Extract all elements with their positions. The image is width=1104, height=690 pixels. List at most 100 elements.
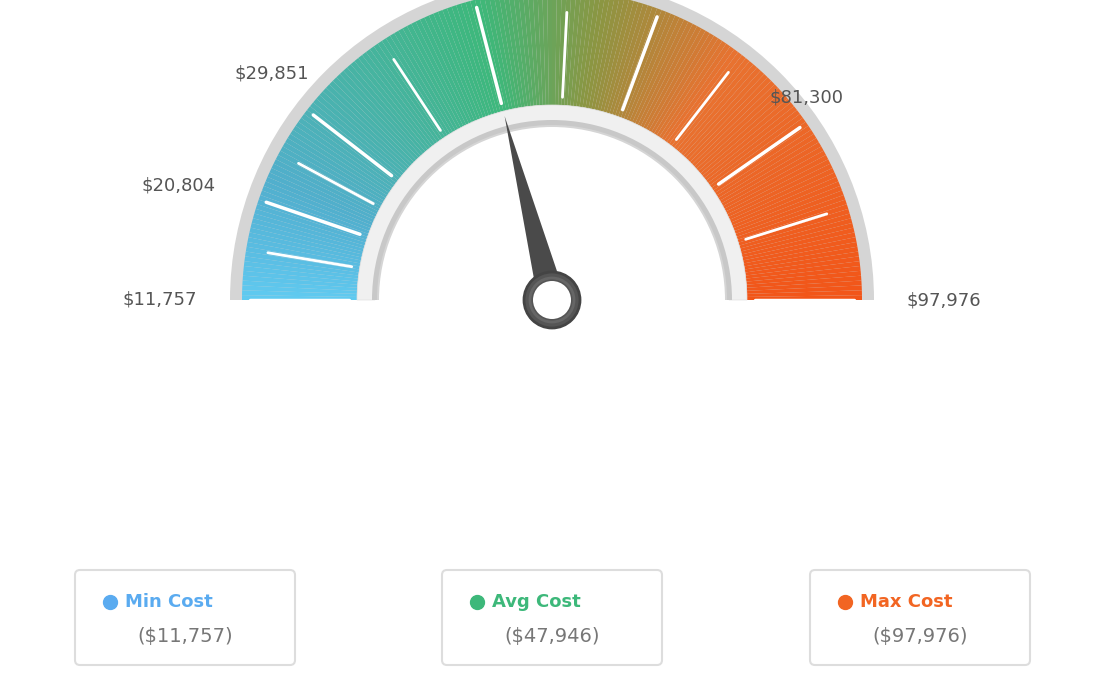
Text: $81,300: $81,300 (769, 88, 843, 106)
Wedge shape (731, 177, 838, 226)
Wedge shape (742, 228, 854, 257)
Wedge shape (620, 10, 666, 119)
Wedge shape (319, 91, 407, 171)
Wedge shape (697, 91, 785, 171)
Wedge shape (246, 242, 360, 266)
Wedge shape (673, 58, 750, 150)
Wedge shape (548, 0, 552, 105)
Wedge shape (688, 77, 772, 162)
Wedge shape (243, 266, 358, 282)
Wedge shape (244, 261, 359, 279)
Wedge shape (746, 271, 861, 285)
Wedge shape (640, 23, 697, 128)
Wedge shape (466, 1, 500, 112)
Wedge shape (573, 0, 591, 106)
Wedge shape (736, 199, 847, 239)
Wedge shape (698, 95, 788, 173)
Wedge shape (296, 121, 392, 190)
Wedge shape (649, 31, 710, 132)
Wedge shape (274, 159, 379, 214)
Wedge shape (243, 281, 358, 290)
Wedge shape (264, 181, 372, 228)
Wedge shape (633, 17, 684, 124)
Wedge shape (278, 150, 381, 209)
Wedge shape (230, 0, 874, 300)
Circle shape (533, 281, 571, 319)
Wedge shape (322, 88, 410, 169)
Wedge shape (624, 12, 670, 120)
Wedge shape (285, 138, 385, 201)
Wedge shape (719, 138, 819, 201)
Wedge shape (651, 33, 714, 134)
Wedge shape (671, 55, 746, 148)
Wedge shape (561, 0, 572, 106)
Wedge shape (251, 223, 363, 255)
Text: Min Cost: Min Cost (125, 593, 213, 611)
Wedge shape (394, 31, 455, 132)
Text: ($47,946): ($47,946) (505, 627, 599, 646)
Wedge shape (262, 186, 371, 231)
Wedge shape (301, 114, 396, 186)
Wedge shape (434, 12, 480, 120)
Wedge shape (358, 55, 433, 148)
Wedge shape (692, 84, 778, 166)
Wedge shape (447, 7, 489, 117)
Wedge shape (475, 0, 507, 111)
Wedge shape (657, 38, 722, 137)
Wedge shape (499, 0, 521, 108)
Wedge shape (283, 142, 384, 204)
Wedge shape (746, 286, 862, 294)
Wedge shape (523, 0, 537, 106)
Wedge shape (314, 99, 404, 176)
Wedge shape (357, 105, 747, 300)
Wedge shape (739, 209, 850, 246)
Wedge shape (729, 168, 835, 219)
Wedge shape (728, 164, 832, 217)
FancyBboxPatch shape (810, 570, 1030, 665)
Wedge shape (542, 0, 549, 105)
Wedge shape (386, 36, 450, 135)
Wedge shape (248, 233, 362, 260)
Wedge shape (347, 64, 425, 154)
Wedge shape (681, 68, 761, 156)
Wedge shape (460, 2, 498, 114)
Wedge shape (365, 49, 437, 144)
Wedge shape (247, 237, 361, 264)
Wedge shape (332, 77, 416, 162)
Wedge shape (513, 0, 531, 106)
Wedge shape (654, 36, 718, 135)
Wedge shape (242, 290, 357, 297)
Wedge shape (256, 204, 367, 243)
Wedge shape (257, 199, 368, 239)
Wedge shape (710, 118, 806, 188)
Wedge shape (362, 52, 435, 146)
Wedge shape (252, 218, 364, 252)
Wedge shape (683, 70, 764, 158)
Wedge shape (700, 99, 790, 176)
Wedge shape (337, 74, 418, 160)
Wedge shape (629, 15, 680, 122)
Wedge shape (715, 130, 814, 195)
Wedge shape (326, 84, 412, 166)
Wedge shape (595, 0, 625, 110)
Wedge shape (613, 5, 652, 115)
Wedge shape (741, 223, 853, 255)
Wedge shape (735, 195, 846, 237)
Wedge shape (604, 1, 638, 112)
Wedge shape (508, 0, 528, 107)
Wedge shape (316, 95, 406, 173)
Wedge shape (724, 155, 828, 211)
Wedge shape (627, 14, 676, 121)
Text: $29,851: $29,851 (234, 65, 309, 83)
Wedge shape (638, 21, 692, 126)
FancyBboxPatch shape (442, 570, 662, 665)
Wedge shape (746, 281, 861, 290)
Wedge shape (576, 0, 596, 107)
Wedge shape (679, 64, 757, 154)
Wedge shape (745, 261, 860, 279)
Wedge shape (370, 46, 439, 142)
Wedge shape (243, 271, 358, 285)
Wedge shape (580, 0, 601, 108)
Wedge shape (329, 81, 414, 164)
Wedge shape (744, 252, 859, 273)
